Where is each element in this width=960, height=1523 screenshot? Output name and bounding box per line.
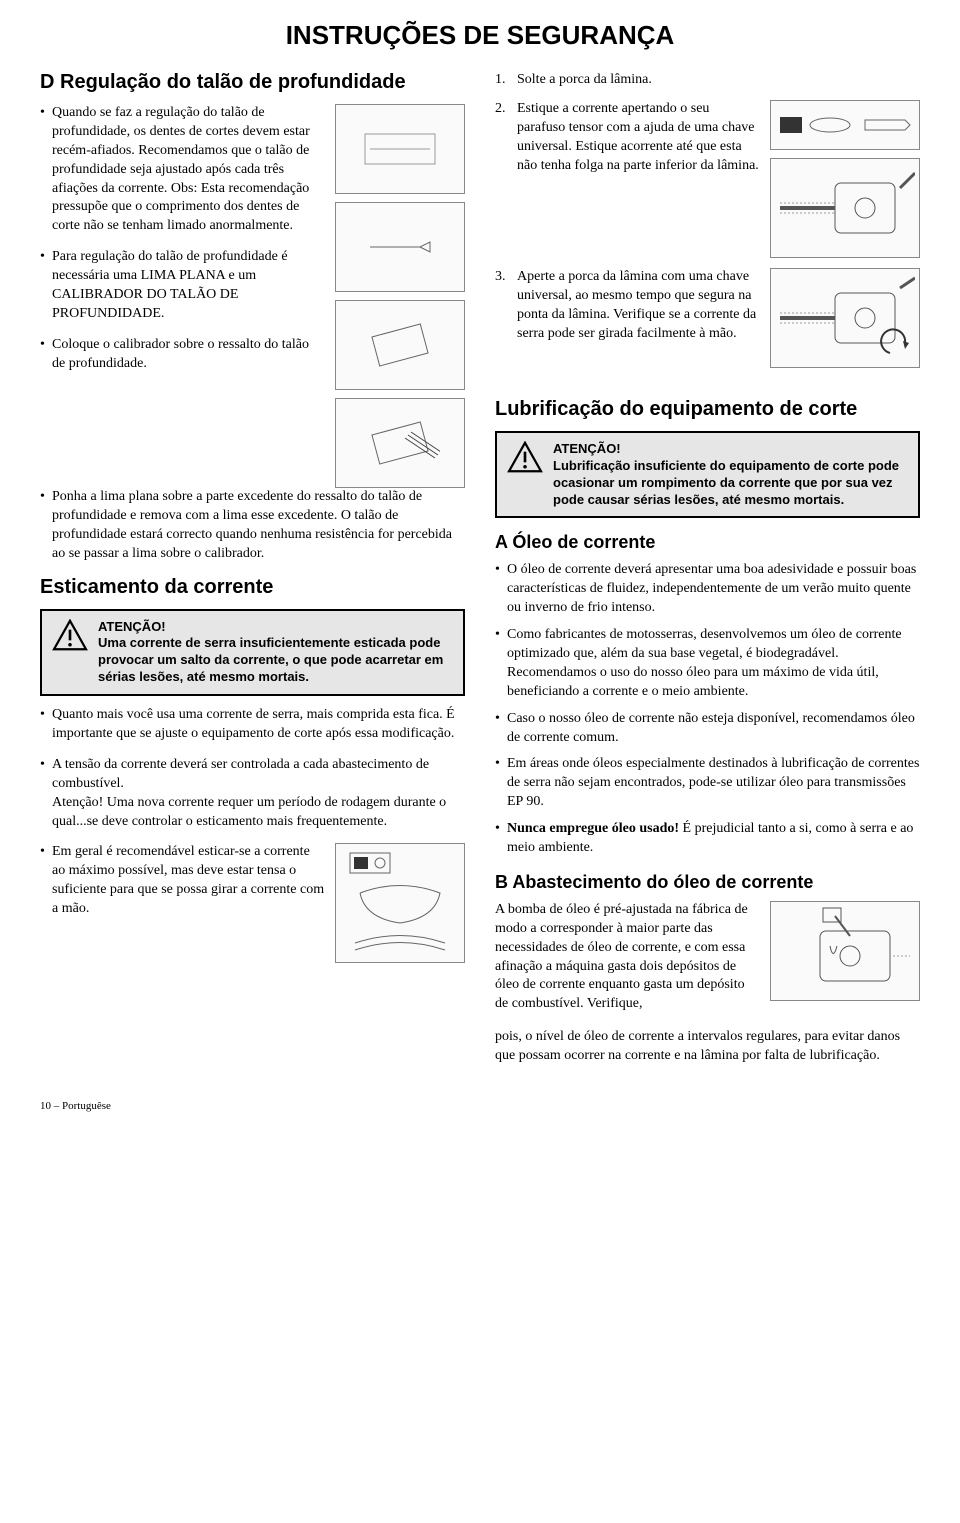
warning-box-2: ATENÇÃO! Lubrificação insuficiente do eq… (495, 431, 920, 519)
bullet-d-1: • Para regulação do talão de profundidad… (40, 248, 323, 324)
warning-triangle-icon (507, 441, 543, 473)
bullet-a-3: •Em áreas onde óleos especialmente desti… (495, 755, 920, 812)
bullet-d-0: • Quando se faz a regulação do talão de … (40, 104, 323, 236)
warning-1-title: ATENÇÃO! (98, 619, 453, 636)
numitem-1: 1. Solte a porca da lâmina. (495, 71, 920, 90)
warning-box-1: ATENÇÃO! Uma corrente de serra insuficie… (40, 609, 465, 697)
bullet-a-4: • Nunca empregue óleo usado! É prejudici… (495, 820, 920, 858)
para-b-2: pois, o nível de óleo de corrente a inte… (495, 1028, 920, 1066)
page-title: INSTRUÇÕES DE SEGURANÇA (40, 20, 920, 51)
fig-tools-icon (770, 100, 920, 150)
heading-b-fill: B Abastecimento do óleo de corrente (495, 872, 920, 893)
bullet-est-1: • A tensão da corrente deverá ser contro… (40, 756, 465, 832)
bullet-d-3: • Ponha a lima plana sobre a parte exced… (40, 488, 465, 564)
bullet-est-0: • Quanto mais você usa uma corrente de s… (40, 706, 465, 744)
bullet-a-1: •Como fabricantes de motosserras, desenv… (495, 626, 920, 702)
two-column-layout: D Regulação do talão de profundidade • Q… (40, 71, 920, 1076)
fig-gauge-1 (335, 300, 465, 390)
para-b-1: A bomba de óleo é pré-ajustada na fábric… (495, 901, 760, 1014)
warning-triangle-icon (52, 619, 88, 651)
fig-chainsaw-rotate (770, 268, 920, 368)
warning-2-title: ATENÇÃO! (553, 441, 908, 458)
bullet-a-2: •Caso o nosso óleo de corrente não estej… (495, 710, 920, 748)
bullet-d-2: • Coloque o calibrador sobre o ressalto … (40, 336, 323, 374)
heading-d: D Regulação do talão de profundidade (40, 71, 465, 94)
bullet-est-2: • Em geral é recomendável esticar-se a c… (40, 843, 325, 919)
fig-file-icon (335, 104, 465, 194)
page-footer: 10 – Portuguêse (40, 1100, 920, 1112)
fig-gauge-2 (335, 398, 465, 488)
heading-lubrificacao: Lubrificação do equipamento de corte (495, 398, 920, 421)
left-column: D Regulação do talão de profundidade • Q… (40, 71, 465, 1076)
heading-a-oil: A Óleo de corrente (495, 532, 920, 553)
bold-nunca: Nunca empregue óleo usado! (507, 821, 679, 836)
warning-1-body: Uma corrente de serra insuficientemente … (98, 635, 443, 684)
numitem-2: 2. Estique a corrente apertando o seu pa… (495, 100, 760, 176)
fig-chain-tension-hand (335, 843, 465, 963)
right-column: 1. Solte a porca da lâmina. 2. Estique a… (495, 71, 920, 1076)
numitem-3: 3. Aperte a porca da lâmina com uma chav… (495, 268, 760, 344)
heading-esticamento: Esticamento da corrente (40, 576, 465, 599)
bullet-a-0: •O óleo de corrente deverá apresentar um… (495, 561, 920, 618)
warning-2-body: Lubrificação insuficiente do equipamento… (553, 458, 899, 507)
fig-oil-fill (770, 901, 920, 1001)
fig-chainsaw-tension (770, 158, 920, 258)
fig-file-tool (335, 202, 465, 292)
